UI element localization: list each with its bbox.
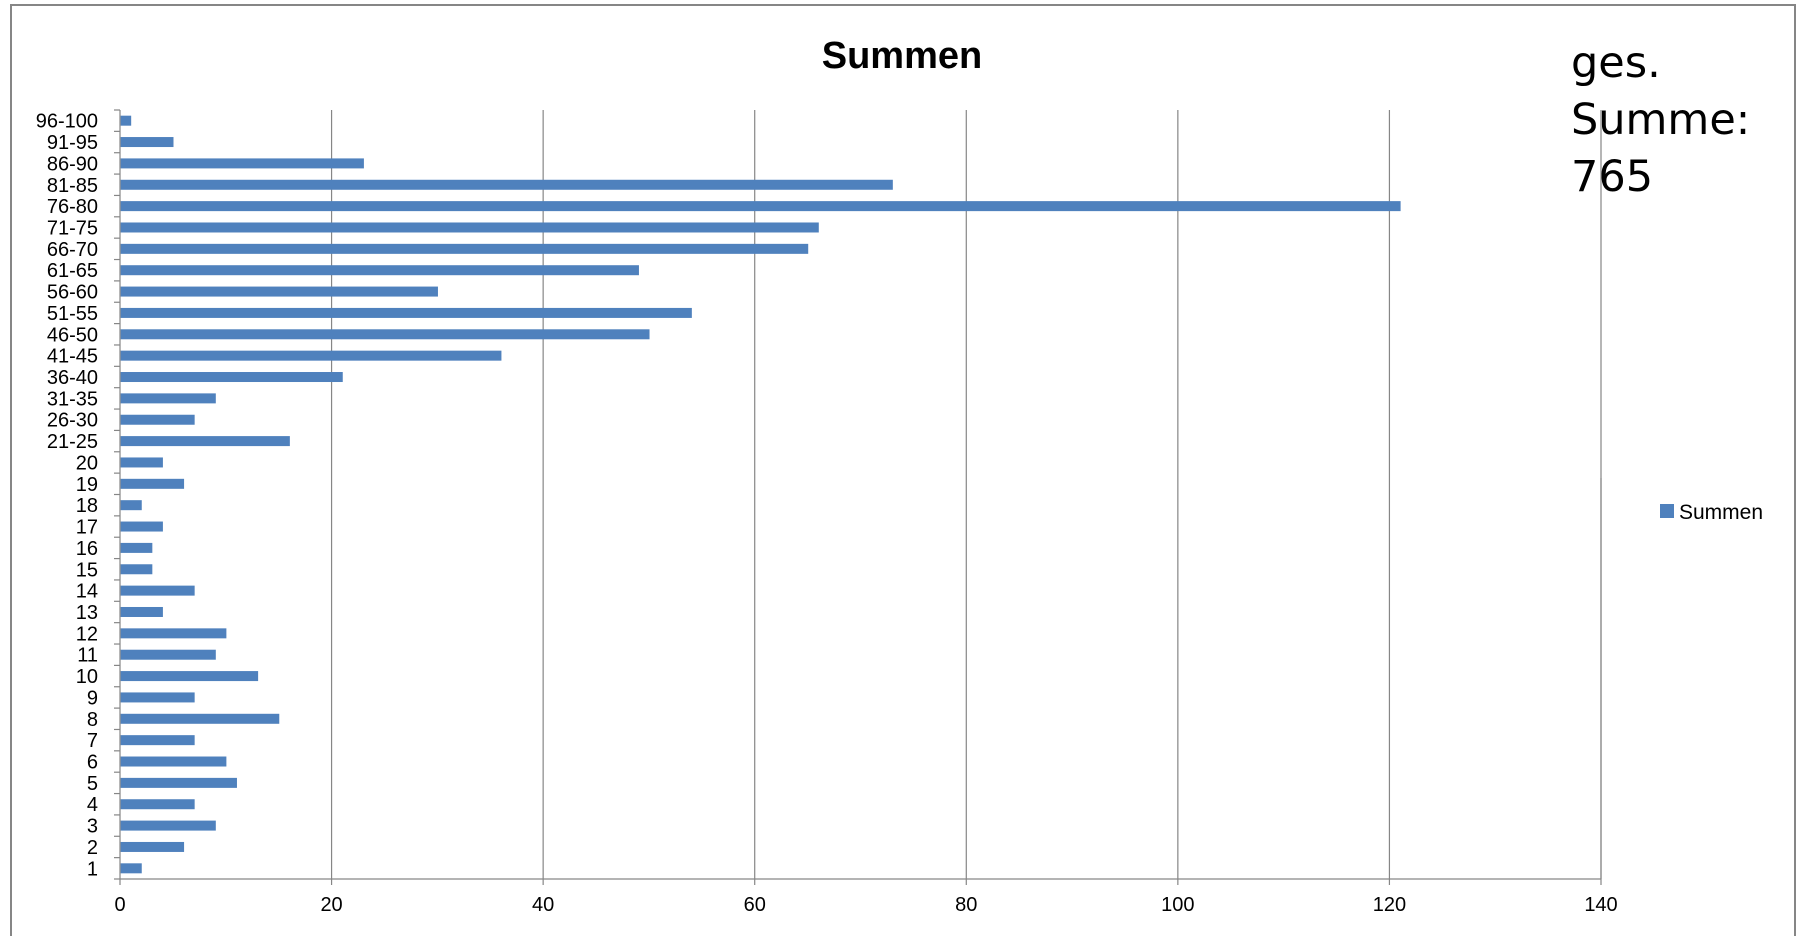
bar-81-85 xyxy=(120,179,893,190)
x-tick-label-80: 80 xyxy=(955,894,977,916)
y-tick-label-9: 9 xyxy=(87,687,98,709)
bar-46-50 xyxy=(120,329,650,340)
bar-series-summen xyxy=(120,115,1401,874)
y-tick-label-61-65: 61-65 xyxy=(47,260,98,282)
y-tick-label-2: 2 xyxy=(87,837,98,859)
bar-76-80 xyxy=(120,201,1401,212)
bar-20 xyxy=(120,457,163,468)
bar-7 xyxy=(120,735,195,746)
bar-3 xyxy=(120,820,216,831)
bar-41-45 xyxy=(120,350,502,361)
bar-18 xyxy=(120,500,142,511)
bar-19 xyxy=(120,478,185,489)
y-tick-label-10: 10 xyxy=(76,666,98,688)
y-tick-label-14: 14 xyxy=(76,581,98,603)
x-tick-label-40: 40 xyxy=(532,894,554,916)
legend-label-summen: Summen xyxy=(1679,501,1763,524)
x-tick-label-120: 120 xyxy=(1373,894,1406,916)
bar-21-25 xyxy=(120,436,290,447)
y-tick-label-16: 16 xyxy=(76,538,98,560)
y-tick-label-91-95: 91-95 xyxy=(47,132,98,154)
bar-8 xyxy=(120,713,280,724)
legend: Summen xyxy=(1660,501,1763,524)
bar-56-60 xyxy=(120,286,438,297)
y-tick-label-41-45: 41-45 xyxy=(47,346,98,368)
bar-4 xyxy=(120,799,195,810)
y-tick-label-19: 19 xyxy=(76,474,98,496)
bar-36-40 xyxy=(120,372,343,383)
y-tick-label-81-85: 81-85 xyxy=(47,175,98,197)
y-tick-label-18: 18 xyxy=(76,495,98,517)
bar-14 xyxy=(120,585,195,596)
y-tick-label-66-70: 66-70 xyxy=(47,239,98,261)
bar-51-55 xyxy=(120,307,692,318)
bar-9 xyxy=(120,692,195,703)
bar-13 xyxy=(120,606,163,617)
y-tick-label-3: 3 xyxy=(87,816,98,838)
legend-swatch-summen xyxy=(1660,504,1674,518)
y-tick-label-17: 17 xyxy=(76,517,98,539)
y-tick-label-12: 12 xyxy=(76,623,98,645)
bar-26-30 xyxy=(120,414,195,425)
gridlines xyxy=(330,110,1602,879)
bar-10 xyxy=(120,671,259,682)
y-tick-label-8: 8 xyxy=(87,709,98,731)
y-tick-label-4: 4 xyxy=(87,794,98,816)
total-sum-note: ges. Summe: 765 xyxy=(1571,38,1750,202)
bar-71-75 xyxy=(120,222,819,233)
bar-96-100 xyxy=(120,115,132,126)
note-line-2: Summe: xyxy=(1571,95,1750,145)
category-axis-labels: 123456789101112131415161718192021-2526-3… xyxy=(36,111,98,881)
bar-16 xyxy=(120,542,153,553)
value-axis-labels: 0 20 40 60 80 100 120 140 xyxy=(114,894,1617,916)
x-tick-label-60: 60 xyxy=(744,894,766,916)
note-line-1: ges. xyxy=(1571,38,1661,88)
bar-12 xyxy=(120,628,227,639)
x-tick-label-140: 140 xyxy=(1584,894,1617,916)
bar-86-90 xyxy=(120,158,364,169)
bar-5 xyxy=(120,777,237,788)
chart-title: Summen xyxy=(822,35,982,77)
bar-66-70 xyxy=(120,243,809,254)
bar-11 xyxy=(120,649,216,660)
x-tick-label-20: 20 xyxy=(320,894,342,916)
axes xyxy=(114,109,1602,885)
bar-61-65 xyxy=(120,265,639,276)
y-tick-label-76-80: 76-80 xyxy=(47,196,98,218)
y-tick-label-56-60: 56-60 xyxy=(47,282,98,304)
bar-1 xyxy=(120,863,142,874)
y-tick-label-36-40: 36-40 xyxy=(47,367,98,389)
y-tick-label-13: 13 xyxy=(76,602,98,624)
y-tick-label-11: 11 xyxy=(77,645,98,667)
y-tick-label-86-90: 86-90 xyxy=(47,153,98,175)
y-tick-label-71-75: 71-75 xyxy=(47,217,98,239)
x-tick-label-0: 0 xyxy=(114,894,125,916)
note-line-3: 765 xyxy=(1571,152,1653,202)
chart-border xyxy=(10,4,1796,936)
bar-91-95 xyxy=(120,137,174,148)
y-tick-label-15: 15 xyxy=(76,559,98,581)
y-tick-label-96-100: 96-100 xyxy=(36,111,98,133)
bar-2 xyxy=(120,841,185,852)
y-tick-label-26-30: 26-30 xyxy=(47,410,98,432)
bar-31-35 xyxy=(120,393,216,404)
y-tick-label-51-55: 51-55 xyxy=(47,303,98,325)
bar-17 xyxy=(120,521,163,532)
y-tick-label-6: 6 xyxy=(87,752,98,774)
y-tick-label-1: 1 xyxy=(87,858,98,880)
y-tick-label-7: 7 xyxy=(87,730,98,752)
bar-15 xyxy=(120,564,153,575)
y-tick-label-21-25: 21-25 xyxy=(47,431,98,453)
y-tick-label-20: 20 xyxy=(76,452,98,474)
y-tick-label-31-35: 31-35 xyxy=(47,388,98,410)
y-tick-label-5: 5 xyxy=(87,773,98,795)
x-tick-label-100: 100 xyxy=(1161,894,1194,916)
bar-6 xyxy=(120,756,227,767)
y-tick-label-46-50: 46-50 xyxy=(47,324,98,346)
